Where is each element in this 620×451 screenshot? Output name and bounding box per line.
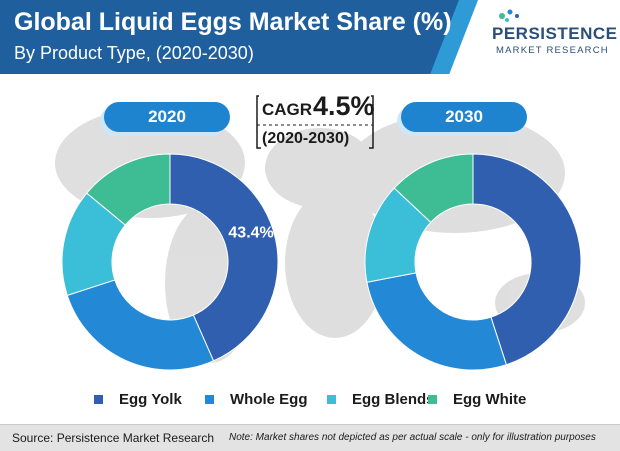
brand-logo: PERSISTENCE MARKET RESEARCH — [492, 6, 618, 72]
source-note: Source: Persistence Market Research — [12, 431, 215, 445]
logo-mark-icon — [499, 9, 519, 22]
year-pill-2020: 2020 — [104, 102, 230, 132]
donut-2020-slice-egg-white — [86, 153, 171, 226]
cagr-value: 4.5% — [313, 91, 375, 121]
disclaimer-note: Note: Market shares not depicted as per … — [229, 432, 596, 443]
legend-item-egg-white: Egg White — [428, 388, 526, 410]
legend-item-whole-egg: Whole Egg — [205, 388, 308, 410]
chart-title: Global Liquid Eggs Market Share (%) — [14, 8, 452, 36]
legend-item-egg-yolk: Egg Yolk — [94, 388, 182, 410]
legend-label: Whole Egg — [230, 390, 308, 408]
legend-swatch — [428, 394, 437, 404]
legend-swatch — [205, 394, 214, 404]
legend-label: Egg Blends — [352, 390, 435, 408]
legend-label: Egg White — [453, 390, 527, 408]
cagr-bracket — [256, 95, 374, 149]
donut-2020-slice-egg-yolk — [169, 153, 279, 362]
legend-label: Egg Yolk — [119, 390, 182, 408]
chart-subtitle: By Product Type, (2020-2030) — [14, 43, 254, 63]
logo-line-2: MARKET RESEARCH — [496, 45, 609, 56]
header-band — [0, 0, 470, 74]
donut-2030-slice-whole-egg — [366, 272, 508, 371]
donut-2020-slice-whole-egg — [66, 279, 215, 371]
year-pill-2030: 2030 — [401, 102, 527, 132]
logo-line-1: PERSISTENCE — [492, 24, 618, 43]
donut-2030-slice-egg-white — [393, 153, 474, 224]
cagr-callout: CAGR 4.5% (2020-2030) — [255, 90, 375, 160]
legend-swatch — [327, 394, 336, 404]
cagr-label: CAGR — [262, 100, 313, 119]
donut-2020-data-label-egg-yolk: 43.4% — [228, 225, 273, 242]
donut-2030-slice-egg-yolk — [472, 153, 582, 366]
footer-bar: Source: Persistence Market Research Note… — [0, 424, 620, 451]
legend-item-egg-blends: Egg Blends — [327, 388, 435, 410]
cagr-period: (2020-2030) — [262, 130, 350, 147]
legend-swatch — [94, 394, 103, 404]
legend: Egg Yolk Whole Egg Egg Blends Egg White — [0, 388, 620, 410]
